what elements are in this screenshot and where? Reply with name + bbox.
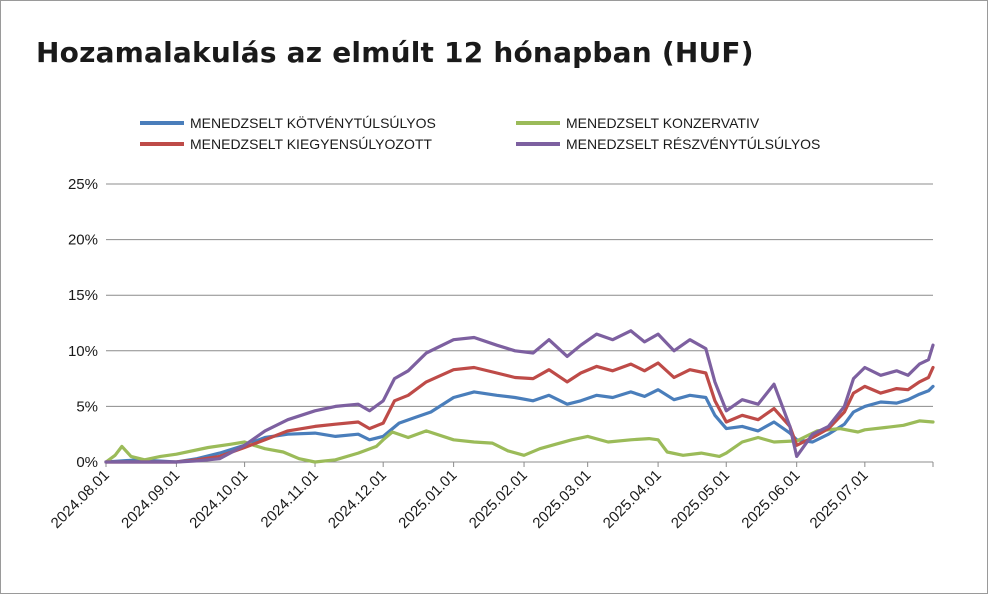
x-tick-label: 2024.09.01 — [118, 467, 183, 532]
legend-item-kotvenytulsulyos: MENEDZSELT KÖTVÉNYTÚLSÚLYOS — [140, 115, 436, 131]
y-tick-label: 25% — [68, 176, 98, 193]
x-tick-label: 2025.01.01 — [395, 467, 460, 532]
legend-swatch-konzervativ — [516, 121, 560, 125]
legend-label-kiegyensulyozott: MENEDZSELT KIEGYENSÚLYOZOTT — [190, 136, 432, 152]
x-tick-label: 2025.07.01 — [807, 467, 872, 532]
legend-item-kiegyensulyozott: MENEDZSELT KIEGYENSÚLYOZOTT — [140, 136, 432, 152]
y-tick-label: 5% — [76, 398, 98, 415]
legend-label-kotvenytulsulyos: MENEDZSELT KÖTVÉNYTÚLSÚLYOS — [190, 115, 436, 131]
y-tick-label: 0% — [76, 454, 98, 471]
x-tick-label: 2025.05.01 — [668, 467, 733, 532]
x-tick-label: 2024.10.01 — [186, 467, 251, 532]
x-tick-label: 2024.11.01 — [258, 467, 322, 531]
x-tick-label: 2025.03.01 — [529, 467, 594, 532]
legend-label-reszvenytulsulyos: MENEDZSELT RÉSZVÉNYTÚLSÚLYOS — [566, 136, 821, 152]
legend-swatch-reszvenytulsulyos — [516, 142, 560, 146]
y-axis: 0% 5% 10% 15% 20% 25% — [68, 176, 98, 471]
legend-label-konzervativ: MENEDZSELT KONZERVATIV — [566, 115, 760, 131]
legend-item-konzervativ: MENEDZSELT KONZERVATIV — [516, 115, 759, 131]
legend-swatch-kiegyensulyozott — [140, 142, 184, 146]
series-line-3 — [104, 329, 935, 464]
x-tick-label: 2025.04.01 — [600, 467, 665, 532]
series-lines — [104, 329, 935, 464]
series-line-0 — [104, 384, 935, 464]
series-line-2 — [104, 361, 935, 464]
chart-title: Hozamalakulás az elmúlt 12 hónapban (HUF… — [36, 36, 754, 69]
gridlines — [106, 183, 933, 407]
x-axis: 2024.08.01 2024.09.01 2024.10.01 2024.11.01… — [48, 461, 934, 532]
x-tick-label: 2024.08.01 — [48, 467, 113, 532]
series-line-1 — [104, 419, 935, 464]
y-tick-label: 15% — [68, 287, 98, 304]
legend-swatch-kotvenytulsulyos — [140, 121, 184, 125]
legend-item-reszvenytulsulyos: MENEDZSELT RÉSZVÉNYTÚLSÚLYOS — [516, 136, 820, 152]
y-tick-label: 20% — [68, 232, 98, 249]
x-tick-label: 2025.02.01 — [466, 467, 531, 532]
y-tick-label: 10% — [68, 343, 98, 360]
x-tick-label: 2024.12.01 — [325, 467, 390, 532]
x-tick-label: 2025.06.01 — [738, 467, 803, 532]
